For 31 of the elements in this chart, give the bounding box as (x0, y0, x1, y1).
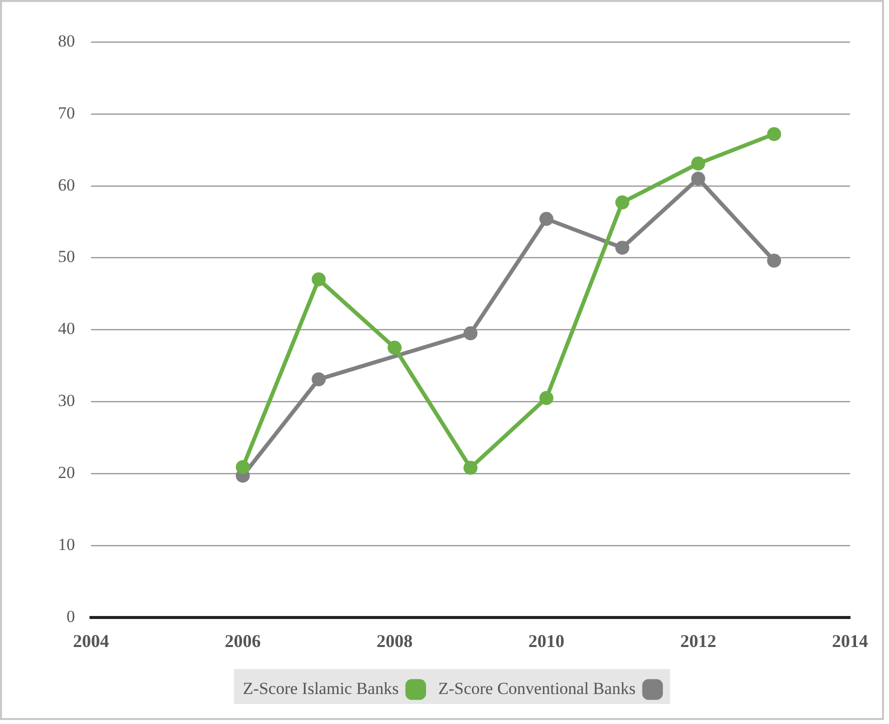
y-tick-label: 0 (66, 606, 75, 626)
point (767, 127, 782, 142)
point (539, 212, 554, 226)
point (464, 460, 478, 475)
point (615, 195, 630, 210)
x-tick-label: 2008 (376, 630, 413, 651)
point (464, 326, 478, 340)
y-tick-label: 70 (58, 103, 75, 122)
y-tick-label: 40 (58, 319, 75, 338)
point (312, 272, 326, 286)
point (691, 172, 706, 186)
x-tick-label: 2004 (73, 630, 109, 651)
y-tick-label: 10 (58, 534, 75, 554)
y-tick-label: 80 (58, 31, 75, 50)
y-tick-label: 30 (58, 391, 75, 410)
point (539, 391, 554, 406)
y-tick-label: 20 (58, 463, 75, 482)
point (691, 156, 706, 171)
point (236, 460, 250, 474)
x-tick-label: 2010 (528, 630, 564, 651)
point (767, 254, 782, 268)
legend-label: Z-Score Conventional Banks (438, 678, 636, 698)
y-tick-label: 50 (58, 247, 75, 266)
legend-label: Z-Score Islamic Banks (242, 678, 399, 698)
point (312, 372, 326, 386)
x-tick-label: 2006 (224, 630, 261, 651)
point (388, 340, 402, 355)
y-tick-label: 60 (58, 175, 75, 194)
x-tick-label: 2012 (680, 630, 716, 651)
x-tick-label: 2014 (832, 630, 868, 651)
point (615, 240, 630, 255)
